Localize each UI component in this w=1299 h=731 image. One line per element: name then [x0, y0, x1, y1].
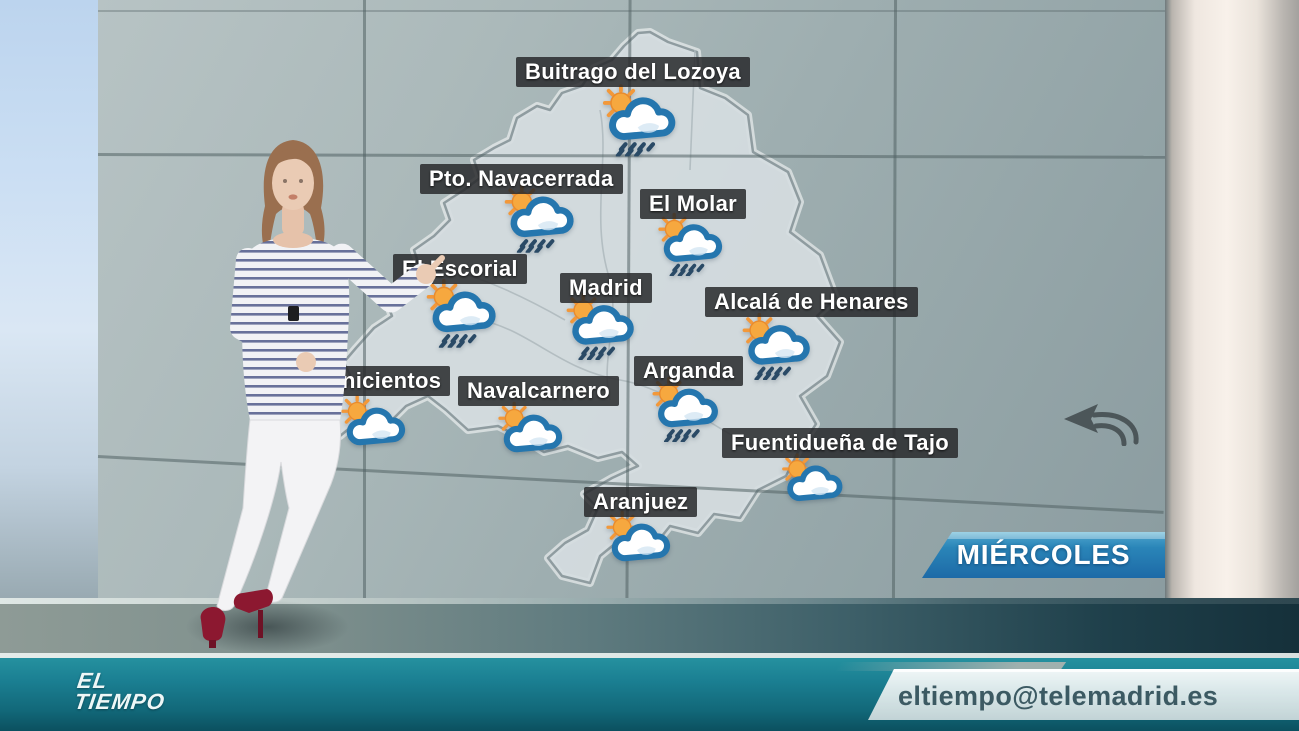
presenter-pointing-finger	[428, 255, 445, 272]
lower-third-divider-line	[0, 653, 1299, 658]
presenter-right-arm	[329, 243, 435, 313]
presenter-neck	[282, 202, 304, 236]
lower-third-bar: EL TIEMPO eltiempo@telemadrid.es	[0, 652, 1299, 731]
map-annotations: Buitrago del Lozoya Pto. Navacerrada El Mo…	[98, 0, 1165, 600]
presenter-neckline	[273, 232, 313, 248]
studio-right-wall	[1165, 0, 1299, 602]
map-label: Alcalá de Henares	[705, 287, 918, 317]
clip-microphone	[288, 306, 299, 321]
map-label: Buitrago del Lozoya	[516, 57, 750, 87]
map-label: Navalcarnero	[458, 376, 620, 406]
presenter-hair-fringe	[270, 149, 316, 176]
wall-seam-vertical-1	[363, 0, 366, 600]
map-label: nicientos	[333, 366, 451, 396]
program-title-line2: TIEMPO	[72, 689, 167, 714]
program-title: EL TIEMPO	[72, 668, 169, 714]
map-label: Aranjuez	[584, 487, 698, 517]
map-label: Pto. Navacerrada	[420, 164, 623, 194]
presenter-left-hand	[296, 352, 316, 372]
right-shoe-heel	[258, 610, 263, 638]
map-label: Fuentidueña de Tajo	[722, 428, 958, 458]
presenter-top	[242, 238, 350, 420]
program-title-line1: EL	[75, 668, 110, 693]
left-shoe-heel	[209, 640, 216, 648]
weather-presenter	[200, 140, 445, 648]
day-banner-label: MIÉRCOLES	[956, 539, 1131, 570]
map-label: El Molar	[640, 189, 746, 219]
sun-cloud-rain-icon	[738, 309, 816, 380]
wall-seam-horizontal-top	[98, 10, 1165, 12]
map-label: Madrid	[560, 273, 652, 303]
wind-arrow-icon	[1064, 404, 1139, 446]
email-banner: eltiempo@telemadrid.es	[868, 669, 1299, 720]
presenter-left-shoe	[200, 607, 226, 642]
map-label: Arganda	[634, 356, 744, 386]
day-banner: MIÉRCOLES	[922, 532, 1165, 578]
presenter-right-shoe	[233, 589, 273, 613]
presenter-pants	[216, 419, 341, 611]
presenter-left-arm	[230, 248, 312, 372]
presenter-face	[272, 156, 314, 210]
contact-email: eltiempo@telemadrid.es	[898, 680, 1219, 711]
studio-left-wall-panel	[0, 0, 101, 600]
sun-cloud-rain-icon	[598, 80, 682, 156]
weather-video-wall: Buitrago del Lozoya Pto. Navacerrada El Mo…	[97, 0, 1166, 601]
